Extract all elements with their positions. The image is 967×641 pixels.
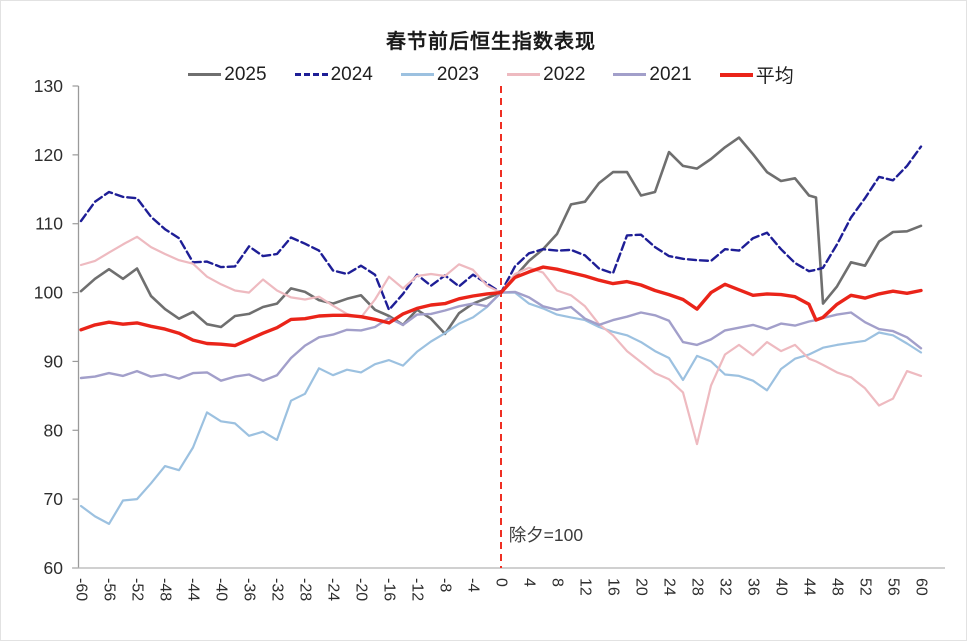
legend-item-2023: 2023 <box>400 63 480 86</box>
x-tick-label: 12 <box>577 578 594 596</box>
legend-item-2024: 2024 <box>294 63 373 86</box>
legend-swatch-2022 <box>507 73 541 76</box>
legend-label-2025: 2025 <box>224 63 267 85</box>
chart-title: 春节前后恒生指数表现 <box>386 31 596 53</box>
x-tick-label: 44 <box>801 578 818 596</box>
x-tick-label: 0 <box>493 578 510 587</box>
legend-item-平均: 平均 <box>719 61 794 88</box>
x-tick-label: -28 <box>297 578 314 601</box>
x-tick-label: -48 <box>157 578 174 601</box>
y-tick-label: 130 <box>34 76 63 96</box>
x-tick-label: 24 <box>661 578 678 596</box>
x-tick-label: 60 <box>913 578 930 596</box>
x-tick-label: 56 <box>885 578 902 596</box>
x-tick-label: 16 <box>605 578 622 596</box>
x-tick-label: 4 <box>521 578 538 587</box>
series-line-2021 <box>79 290 923 382</box>
x-tick-label: -44 <box>185 578 202 601</box>
y-tick-label: 70 <box>44 489 64 509</box>
x-tick-label: -24 <box>325 578 342 601</box>
x-tick-label: -36 <box>241 578 258 601</box>
x-tick-label: -20 <box>353 578 370 601</box>
x-tick-label: -60 <box>73 578 90 601</box>
x-tick-label: 28 <box>689 578 706 596</box>
legend-item-2025: 2025 <box>188 63 267 86</box>
legend-swatch-2025 <box>188 73 222 76</box>
legend-item-2022: 2022 <box>507 64 585 86</box>
x-tick-label: 32 <box>717 578 734 596</box>
legend-label-2024: 2024 <box>330 63 373 85</box>
legend-swatch-2024 <box>294 73 328 76</box>
annotation-cny-eve: 除夕=100 <box>509 525 584 545</box>
x-tick-label: -16 <box>381 578 398 601</box>
x-tick-label: -8 <box>437 578 454 592</box>
x-tick-label: 40 <box>773 578 790 596</box>
legend-swatch-2023 <box>400 73 434 76</box>
series-line-平均 <box>79 265 923 348</box>
x-tick-label: -52 <box>129 578 146 601</box>
legend-label-2023: 2023 <box>436 63 480 85</box>
x-tick-label: -12 <box>409 578 426 601</box>
chart-legend: 2025 2024 2023 2022 2021 平均 <box>1 61 966 88</box>
legend-item-2021: 2021 <box>613 63 692 86</box>
x-tick-label: -4 <box>465 578 482 592</box>
y-tick-label: 60 <box>44 558 64 578</box>
legend-swatch-2021 <box>613 73 647 76</box>
x-tick-label: 36 <box>745 578 762 596</box>
y-tick-label: 80 <box>44 420 64 440</box>
legend-label-2022: 2022 <box>543 63 586 85</box>
x-tick-label: 20 <box>633 578 650 596</box>
x-tick-label: -32 <box>269 578 286 601</box>
legend-label-2021: 2021 <box>649 63 692 85</box>
y-tick-label: 120 <box>34 145 63 165</box>
x-tick-label: -40 <box>213 578 230 601</box>
x-tick-label: 48 <box>829 578 846 596</box>
x-tick-label: 8 <box>549 578 566 587</box>
x-tick-label: -56 <box>101 578 118 601</box>
legend-swatch-平均 <box>719 72 753 77</box>
y-tick-label: 100 <box>34 283 63 303</box>
series-line-2024 <box>79 145 923 311</box>
legend-label-平均: 平均 <box>755 66 794 87</box>
y-tick-label: 110 <box>35 214 63 234</box>
x-tick-label: 52 <box>857 578 874 596</box>
y-tick-label: 90 <box>44 351 64 371</box>
